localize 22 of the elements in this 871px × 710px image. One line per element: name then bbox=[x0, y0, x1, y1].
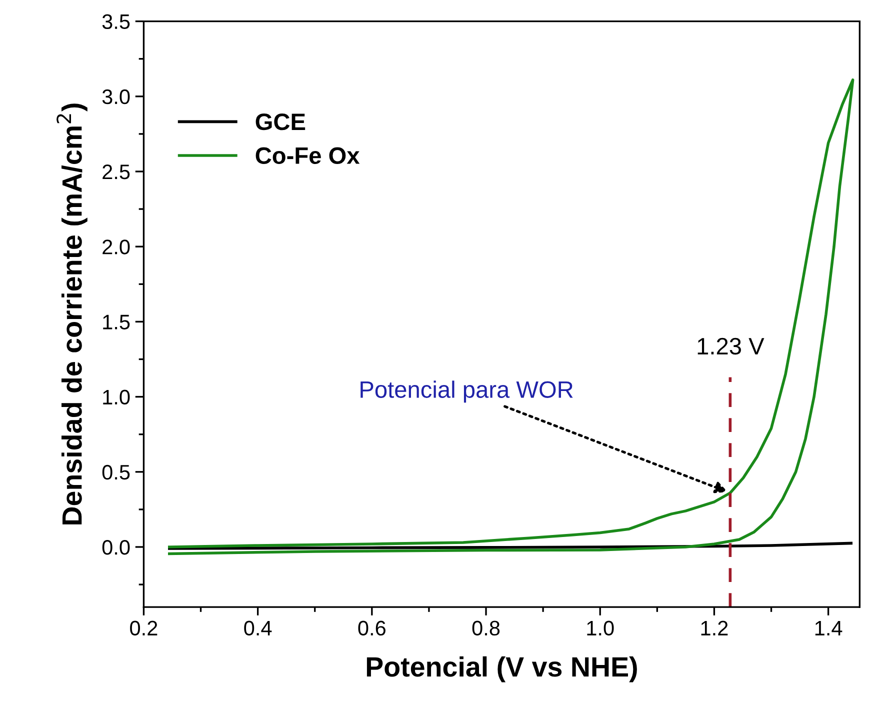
y-tick-label: 1.0 bbox=[103, 390, 130, 405]
x-axis-title: Potencial (V vs NHE) bbox=[366, 656, 637, 682]
y-tick-label: 3.0 bbox=[102, 89, 130, 104]
ref-line-label: 1.23 V bbox=[698, 338, 764, 355]
y-tick-label: 0.5 bbox=[102, 464, 130, 480]
x-tick-label: 0.4 bbox=[244, 620, 272, 636]
y-tick-label: 1.5 bbox=[103, 314, 130, 330]
legend-label: GCE bbox=[256, 113, 306, 130]
x-tick-label: 0.8 bbox=[472, 620, 500, 636]
annotation: Potencial para WOR bbox=[360, 380, 573, 403]
line-series bbox=[168, 78, 854, 556]
y-tick-label: 2.5 bbox=[102, 164, 130, 180]
x-tick-label: 1.4 bbox=[815, 621, 842, 636]
y-tick-label: 2.0 bbox=[102, 240, 130, 254]
legend-label: Co-Fe Ox bbox=[256, 147, 360, 164]
x-tick-label: 1.2 bbox=[701, 620, 728, 636]
x-tick-label: 0.6 bbox=[358, 620, 386, 636]
x-tick-label: 1.0 bbox=[587, 620, 614, 636]
y-tick-label: 0.0 bbox=[102, 540, 130, 555]
x-tick-label: 0.2 bbox=[130, 620, 158, 636]
y-axis-title: Densidad de corriente (mA/cm$^{2}$) bbox=[56, 104, 88, 524]
y-tick-label: 3.5 bbox=[102, 14, 130, 30]
